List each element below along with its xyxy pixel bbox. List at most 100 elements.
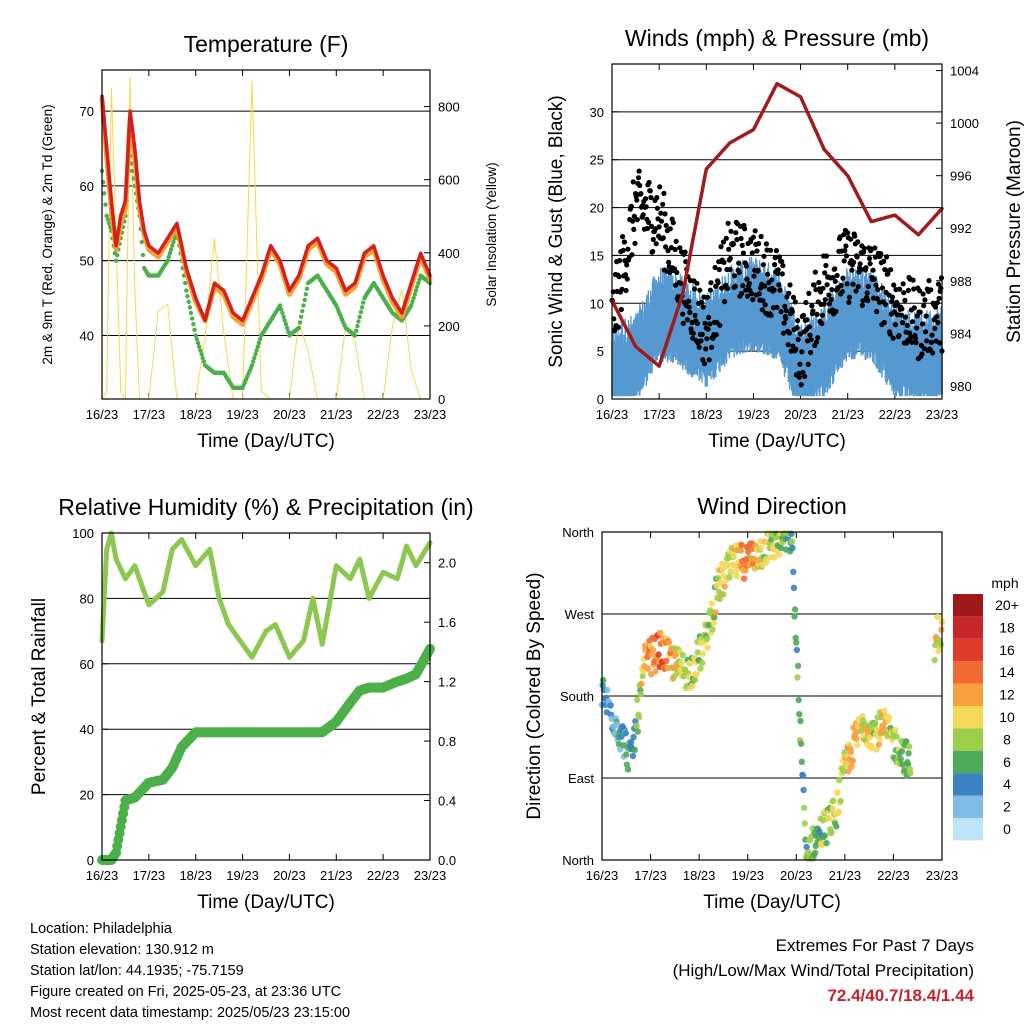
direction-point [801,820,808,827]
gust-point [889,294,896,300]
gust-point [644,225,651,232]
legend-swatch [953,773,983,796]
direction-point [821,832,828,839]
gust-point [854,254,860,260]
extremes-subtitle: (High/Low/Max Wind/Total Precipitation) [672,961,974,980]
direction-point [635,713,643,721]
gust-point [840,275,846,281]
gust-point [690,330,696,336]
y2-tick-label: 1000 [950,116,979,131]
direction-point [845,768,852,775]
gust-point [624,262,630,268]
legend-label: 12 [999,687,1015,703]
direction-point [790,568,797,575]
y-tick-label: 0 [87,853,94,868]
legend-swatch [953,616,983,639]
gust-point [796,374,803,380]
gust-point [650,248,656,255]
direction-point [737,547,745,554]
direction-point [797,740,805,747]
gust-point [820,285,826,291]
direction-point [604,686,611,694]
gust-point [625,246,631,252]
gust-point [873,282,879,288]
gust-point [756,241,762,247]
gust-point [728,228,734,234]
gust-point [630,218,636,224]
gust-point [936,295,942,301]
extremes-block: Extremes For Past 7 Days (High/Low/Max W… [673,933,974,1008]
y-tick-label: 15 [590,248,604,263]
gust-point [698,338,704,344]
direction-point [644,665,652,672]
gust-point [914,313,920,319]
gust-point [680,320,686,326]
direction-point [818,842,825,849]
direction-point [771,554,778,561]
y-tick-label: West [565,607,595,622]
direction-point [893,733,900,740]
gust-point [732,273,738,279]
x-axis-label: Time (Day/UTC) [197,431,335,452]
direction-point [873,746,880,753]
y2-tick-label: 200 [438,319,460,334]
y2-tick-label: 996 [950,169,972,184]
dewpoint-point [257,337,263,342]
legend-swatch [953,683,983,706]
gust-point [783,308,790,314]
gust-point [716,266,722,273]
gust-point [926,278,932,284]
gust-point [842,248,848,254]
gust-point [811,282,817,288]
direction-point [876,735,883,742]
direction-point [793,646,801,654]
x-tick-label: 22/23 [879,407,912,422]
y2-axis-label: Station Pressure (Maroon) [1004,120,1024,343]
gust-point [870,267,876,273]
gust-point [832,266,838,272]
x-tick-label: 19/23 [731,868,764,883]
gust-point [628,203,635,209]
direction-point [623,751,630,758]
gust-point [696,344,702,350]
direction-point [709,626,716,633]
gust-point [621,239,628,245]
gust-point [804,317,810,323]
plot-frame [101,532,431,861]
gust-point [762,283,768,289]
y-axis-label: Direction (Colored By Speed) [524,572,545,819]
direction-point [797,717,804,725]
gust-point [773,248,780,254]
gust-point [686,298,692,304]
gust-point [779,258,785,265]
direction-point [757,544,765,552]
dewpoint-point [413,288,419,293]
dewpoint-point [354,328,359,333]
gust-point [822,270,828,276]
direction-point [705,621,713,629]
gust-point [795,336,801,343]
gust-point [865,297,871,304]
gust-point [852,233,858,239]
direction-point [834,789,841,796]
gust-point [754,248,760,254]
station-info: Location: Philadelphia Station elevation… [30,919,350,1024]
plot-frame [601,531,943,861]
x-tick-label: 19/23 [737,407,770,422]
gust-point [634,217,640,223]
gust-point [631,226,637,232]
gust-point [775,267,781,273]
gust-point [667,226,673,232]
direction-point [872,720,879,727]
gust-point [806,324,813,330]
direction-point [738,541,745,549]
gust-point [750,297,756,303]
gust-point [699,331,705,337]
direction-point [726,574,733,581]
direction-point [699,650,706,657]
direction-point [652,668,659,675]
chart-title: Winds (mph) & Pressure (mb) [625,25,929,51]
gust-point [761,253,767,259]
gust-point [924,338,930,344]
gust-point [864,290,870,296]
